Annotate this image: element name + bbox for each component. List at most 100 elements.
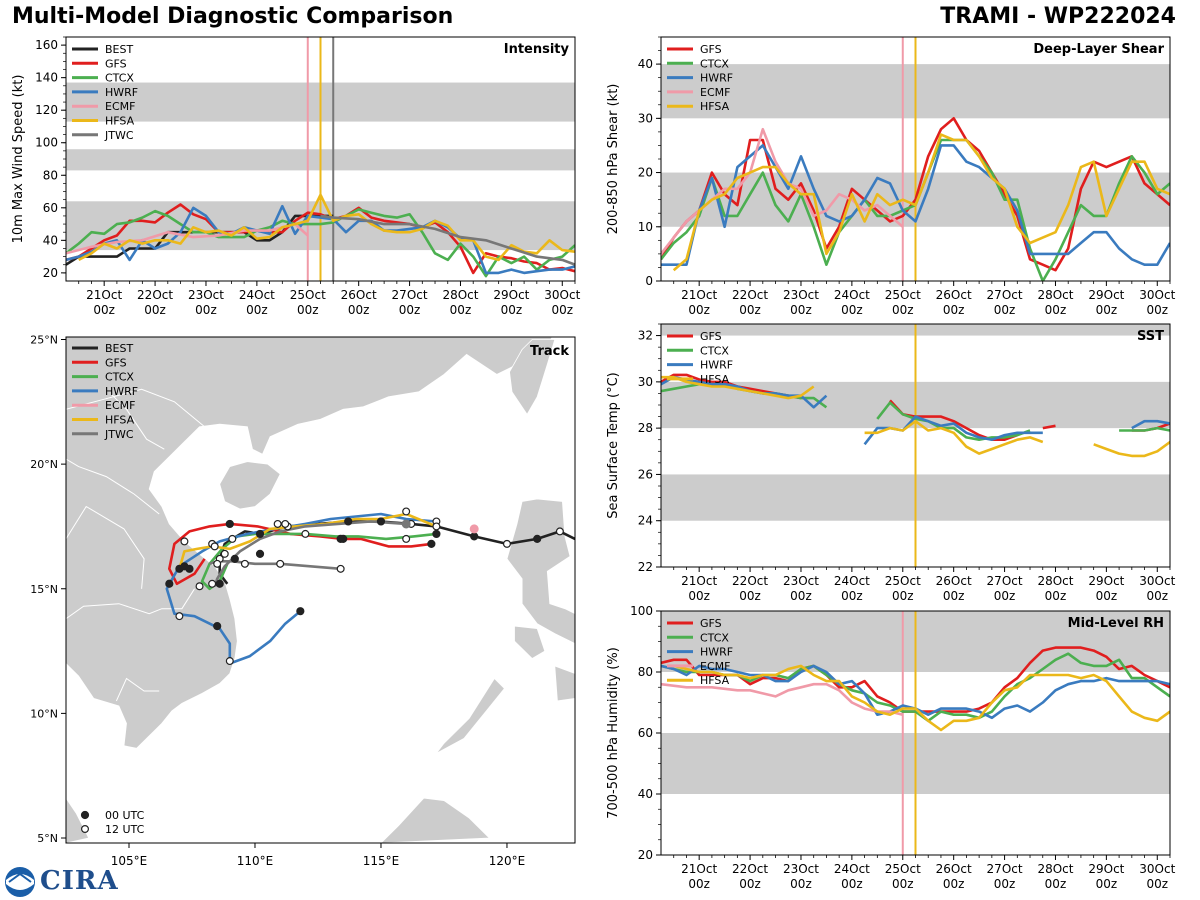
- intensity-x-tick-label: 00z: [246, 303, 268, 317]
- sst-series-ctcx: [876, 401, 1031, 442]
- intensity-x-tick-label: 00z: [144, 303, 166, 317]
- track-marker-00utc: [533, 534, 542, 544]
- rh-y-tick-label: 40: [638, 787, 653, 801]
- shear-legend-label-hfsa: HFSA: [700, 100, 730, 113]
- intensity-y-tick-label: 20: [43, 266, 58, 280]
- shear-x-tick-label: 00z: [841, 303, 863, 317]
- track-y-tick-label: 25°N: [30, 333, 58, 346]
- track-marker-00utc: [344, 517, 353, 526]
- sst-x-tick-label: 00z: [943, 589, 965, 603]
- track-marker-00utc: [185, 564, 194, 573]
- track-legend-label-ctcx: CTCX: [105, 371, 134, 384]
- intensity-legend-label-ctcx: CTCX: [105, 72, 134, 85]
- track-jtwc: [213, 520, 407, 587]
- intensity-legend-label-best: BEST: [105, 43, 133, 56]
- sst-y-label: Sea Surface Temp (°C): [606, 372, 621, 519]
- shear-x-tick-label: 00z: [994, 303, 1016, 317]
- land-hainan: [219, 461, 281, 510]
- shear-x-tick-label: 21Oct: [681, 288, 717, 302]
- rh-x-tick-label: 30Oct: [1139, 862, 1175, 876]
- sst-x-tick-label: 00z: [892, 589, 914, 603]
- shear-x-tick-label: 00z: [943, 303, 965, 317]
- shear-legend-label-ecmf: ECMF: [700, 86, 730, 99]
- intensity-x-tick-label: 28Oct: [442, 288, 478, 302]
- track-y-tick-label: 15°N: [30, 583, 58, 596]
- sst-series-ctcx: [1119, 426, 1170, 432]
- track-marker-12utc: [281, 519, 290, 528]
- shear-plot-area: [661, 37, 1170, 281]
- shear-y-label: 200-850 hPa Shear (kt): [606, 84, 621, 235]
- shear-x-tick-label: 30Oct: [1139, 288, 1175, 302]
- intensity-x-tick-label: 22Oct: [137, 288, 173, 302]
- shear-legend-label-ctcx: CTCX: [700, 57, 729, 70]
- cira-logo: [5, 867, 35, 897]
- track-marker-12utc: [555, 527, 564, 536]
- track-position-jtwc: [401, 519, 411, 529]
- rh-y-tick-label: 80: [638, 665, 653, 679]
- shear-series-gfs: [661, 117, 1170, 272]
- main-title: Multi-Model Diagnostic Comparison: [12, 4, 454, 29]
- track-marker-12utc: [180, 537, 189, 546]
- intensity-legend-label-jtwc: JTWC: [104, 129, 134, 142]
- sst-y-tick-label: 26: [638, 467, 653, 481]
- intensity-x-tick-label: 21Oct: [86, 288, 122, 302]
- shear-x-tick-label: 26Oct: [936, 288, 972, 302]
- track-marker-12utc: [276, 559, 285, 568]
- shear-x-tick-label: 00z: [892, 303, 914, 317]
- intensity-y-tick-label: 40: [43, 233, 58, 247]
- track-position-ecmf: [469, 524, 479, 534]
- intensity-series-hfsa: [78, 193, 575, 262]
- intensity-y-tick-label: 80: [43, 168, 58, 182]
- sst-x-tick-label: 28Oct: [1037, 574, 1073, 588]
- land-border: [66, 588, 195, 620]
- track-y-tick-label: 10°N: [30, 707, 58, 720]
- rh-x-tick-label: 27Oct: [987, 862, 1023, 876]
- track-panel: 105°E 110°E 115°E 120°E 5°N 10°N 15°N 20°N 25°N T…: [30, 333, 576, 868]
- rh-x-tick-label: 00z: [1045, 877, 1067, 891]
- intensity-x-tick-label: 00z: [551, 303, 573, 317]
- shear-x-tick-label: 00z: [739, 303, 761, 317]
- rh-legend-label-gfs: GFS: [700, 617, 722, 630]
- shear-x-tick-label: 00z: [1146, 303, 1168, 317]
- track-marker-12utc: [432, 522, 441, 531]
- shear-x-tick-label: 24Oct: [834, 288, 870, 302]
- sst-y-tick-label: 28: [638, 421, 653, 435]
- intensity-x-tick-label: 00z: [501, 303, 523, 317]
- sst-plot-area: [661, 324, 1170, 567]
- rh-y-tick-label: 100: [630, 604, 653, 618]
- intensity-title: Intensity: [504, 42, 570, 57]
- intensity-panel: 21Oct00z22Oct00z23Oct00z24Oct00z25Oct00z…: [11, 36, 581, 317]
- rh-x-tick-label: 00z: [790, 877, 812, 891]
- track-marker-00utc: [470, 532, 479, 541]
- track-marker-00utc: [336, 534, 345, 544]
- track-marker-12utc: [402, 507, 411, 516]
- track-marker-12utc: [210, 542, 219, 551]
- sst-x-tick-label: 22Oct: [732, 574, 768, 588]
- sst-x-tick-label: 00z: [790, 589, 812, 603]
- land-borneo-tip: [380, 797, 491, 843]
- land-border: [66, 505, 145, 589]
- intensity-series-ecmf: [66, 222, 309, 255]
- shear-x-tick-label: 25Oct: [885, 288, 921, 302]
- sst-y-tick-label: 30: [638, 375, 653, 389]
- sst-series-hfsa: [864, 419, 1044, 455]
- sst-series-hwrf: [1131, 419, 1170, 430]
- rh-series-ctcx: [661, 652, 1170, 723]
- sst-series-gfs: [1042, 424, 1056, 430]
- shear-x-tick-label: 23Oct: [783, 288, 819, 302]
- sst-x-tick-label: 00z: [1146, 589, 1168, 603]
- shear-y-tick-label: 10: [638, 220, 653, 234]
- sst-x-tick-label: 00z: [1096, 589, 1118, 603]
- intensity-x-tick-label: 30Oct: [544, 288, 580, 302]
- sst-legend-label-hfsa: HFSA: [700, 373, 730, 386]
- shear-y-tick-label: 30: [638, 111, 653, 125]
- rh-legend-label-ctcx: CTCX: [700, 631, 729, 644]
- rh-x-tick-label: 00z: [1146, 877, 1168, 891]
- shear-x-tick-label: 28Oct: [1037, 288, 1073, 302]
- intensity-x-tick-label: 00z: [348, 303, 370, 317]
- track-legend-marker-label: 00 UTC: [105, 809, 145, 822]
- intensity-plot-area: [66, 37, 575, 281]
- intensity-x-tick-label: 00z: [297, 303, 319, 317]
- track-title: Track: [530, 344, 569, 359]
- intensity-y-tick-label: 160: [35, 38, 58, 52]
